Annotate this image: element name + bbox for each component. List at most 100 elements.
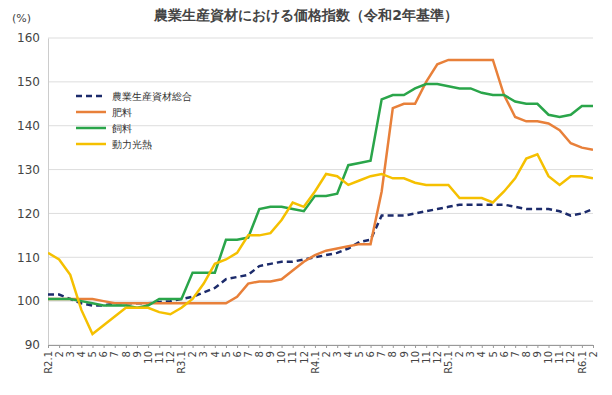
x-tick-mark [259,345,260,348]
x-tick-label: 2 [321,351,332,357]
x-tick: 2 [54,345,65,357]
legend-swatch [76,143,106,146]
x-tick: 7 [109,345,120,357]
y-tick: 90 [25,338,48,352]
x-tick-mark [104,345,105,348]
x-tick: 8 [121,345,132,357]
x-tick-mark [137,345,138,348]
x-tick-label: 6 [365,351,376,357]
x-tick-label: 10 [143,351,154,364]
x-tick: 10 [410,345,421,364]
x-tick-label: 8 [387,351,398,357]
x-tick-label: 7 [510,351,521,357]
x-tick-label: 7 [109,351,120,357]
y-tick: 160 [17,31,48,45]
y-tick-label: 120 [17,207,40,221]
x-tick-mark [593,345,594,348]
x-tick-label: 3 [198,351,209,357]
x-tick: R4.1 [310,345,321,374]
x-tick: 9 [399,345,410,357]
x-tick: 6 [365,345,376,357]
x-tick: R2.1 [43,345,54,374]
x-tick-label: 9 [399,351,410,357]
x-tick: 7 [510,345,521,357]
x-tick-label: R2.1 [43,351,54,374]
x-tick-label: 12 [432,351,443,364]
x-tick: 12 [432,345,443,364]
y-tick: 130 [17,163,48,177]
x-tick-label: 2 [588,351,599,357]
y-tick: 150 [17,75,48,89]
legend-label: 飼料 [112,123,132,134]
x-tick-mark [448,345,449,348]
x-tick-label: 9 [532,351,543,357]
series-line [48,205,593,306]
x-tick: 12 [299,345,310,364]
x-tick-mark [426,345,427,348]
x-tick-label: R5.1 [443,351,454,374]
x-tick: 11 [554,345,565,364]
x-tick-label: R4.1 [310,351,321,374]
x-tick-mark [270,345,271,348]
x-tick-mark [92,345,93,348]
x-tick-label: 5 [87,351,98,357]
x-tick-mark [482,345,483,348]
x-tick: 11 [421,345,432,364]
y-tick-label: 160 [17,31,40,45]
y-tick-label: 90 [25,338,40,352]
x-tick-mark [170,345,171,348]
chart: 農業生産資材における価格指数（令和2年基準）(%)901001101201301… [0,0,612,395]
x-tick-mark [81,345,82,348]
x-tick: 3 [465,345,476,357]
y-tick: 110 [17,251,48,265]
grid-line [48,301,593,302]
x-tick: 12 [165,345,176,364]
x-tick: 11 [287,345,298,364]
x-tick-mark [226,345,227,348]
x-tick: 4 [476,345,487,357]
legend-label: 肥料 [112,107,132,118]
grid-line [48,213,593,214]
x-tick-mark [415,345,416,348]
x-tick-label: R3.1 [176,351,187,374]
x-tick-label: 9 [265,351,276,357]
x-tick-mark [493,345,494,348]
x-tick: 4 [76,345,87,357]
x-tick-mark [537,345,538,348]
x-tick-label: 6 [499,351,510,357]
y-tick: 120 [17,207,48,221]
y-tick-label: 100 [17,294,40,308]
lines [48,60,593,334]
x-tick-label: 3 [65,351,76,357]
x-tick-label: 11 [421,351,432,364]
x-tick-mark [293,345,294,348]
x-tick-label: 11 [154,351,165,364]
x-tick-label: 7 [376,351,387,357]
x-tick: 8 [254,345,265,357]
x-tick-label: 6 [232,351,243,357]
x-tick-mark [560,345,561,348]
x-tick: 5 [354,345,365,357]
x-tick-mark [237,345,238,348]
x-tick-mark [437,345,438,348]
x-tick-mark [159,345,160,348]
x-tick-label: 12 [299,351,310,364]
y-tick-label: 150 [17,75,40,89]
x-tick-label: 11 [554,351,565,364]
x-tick-mark [526,345,527,348]
x-tick: R5.1 [443,345,454,374]
x-tick: R6.1 [577,345,588,374]
x-tick-label: 9 [132,351,143,357]
x-tick-mark [315,345,316,348]
x-tick: 6 [499,345,510,357]
x-tick-label: 3 [465,351,476,357]
x-tick: 8 [387,345,398,357]
x-tick: 3 [65,345,76,357]
x-tick-mark [471,345,472,348]
x-tick: 9 [132,345,143,357]
x-tick: 2 [454,345,465,357]
x-tick-label: 10 [276,351,287,364]
legend-swatch [76,127,106,130]
x-tick-mark [549,345,550,348]
x-tick: 7 [376,345,387,357]
